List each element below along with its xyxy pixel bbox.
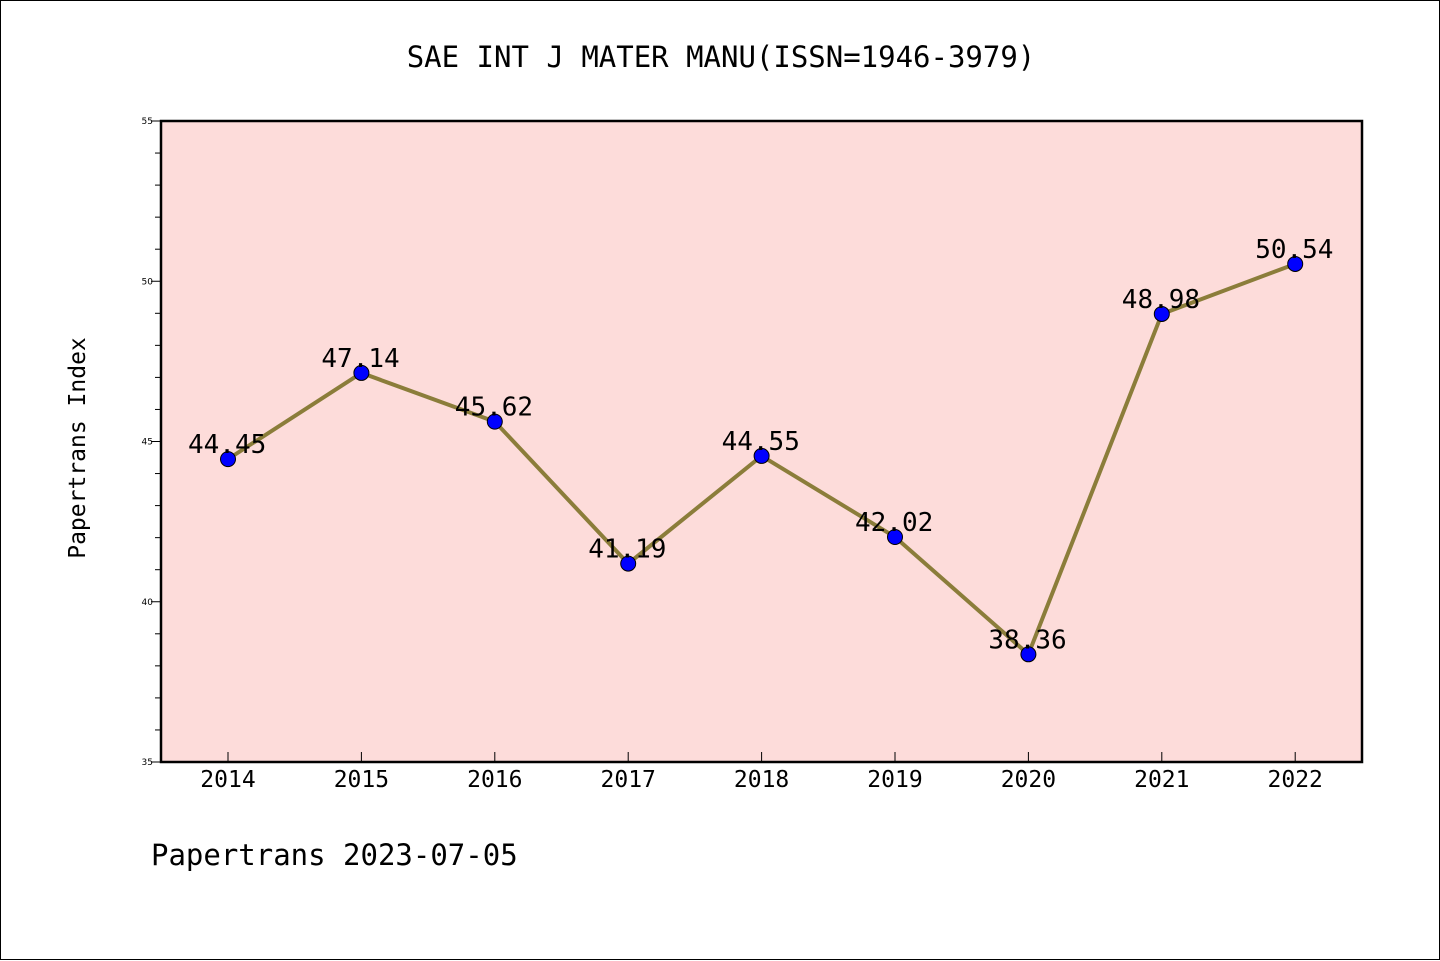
chart-title: SAE INT J MATER MANU(ISSN=1946-3979) (407, 40, 1036, 74)
data-point (887, 529, 903, 546)
data-label: 38.36 (988, 625, 1066, 655)
data-point (620, 555, 637, 572)
data-point (753, 447, 770, 464)
x-tick-label: 2016 (467, 767, 522, 793)
x-tick-label: 2021 (1134, 767, 1189, 793)
x-tick-label: 2015 (334, 767, 389, 793)
data-point (1020, 646, 1037, 663)
series-layer: 44.45 47.14 45.62 41.19 44.55 42.02 38.36 48.98… (188, 235, 1333, 663)
y-tick-label: 50 (142, 277, 154, 287)
data-point (220, 451, 236, 468)
x-tick-label: 2022 (1268, 767, 1323, 793)
data-point (1153, 305, 1170, 322)
data-label: 48.98 (1122, 285, 1200, 315)
data-label: 44.55 (722, 427, 800, 457)
data-label: 50.54 (1255, 235, 1333, 265)
x-tick-label: 2014 (200, 767, 255, 793)
data-label: 47.14 (321, 344, 399, 374)
x-tick-label: 2017 (601, 767, 656, 793)
data-label: 41.19 (588, 535, 666, 565)
y-axis: 35 40 45 50 55 (142, 117, 161, 768)
plot-area (159, 119, 1364, 764)
y-tick-label: 35 (142, 758, 153, 768)
y-axis-label: Papertrans Index (65, 337, 91, 559)
y-tick-label: 55 (142, 117, 153, 127)
data-point (486, 413, 503, 430)
data-label: 45.62 (455, 393, 533, 423)
x-axis: 2014 2015 2016 2017 2018 2019 2020 2021 2022 (200, 752, 1323, 793)
chart-footer: Papertrans 2023-07-05 (151, 838, 518, 872)
data-label: 44.45 (188, 430, 266, 460)
x-tick-label: 2020 (1001, 767, 1056, 793)
x-tick-label: 2019 (867, 767, 922, 793)
data-point (353, 364, 370, 381)
y-tick-label: 40 (142, 598, 154, 608)
y-tick-label: 45 (142, 438, 153, 448)
data-point (1287, 255, 1304, 272)
x-tick-label: 2018 (734, 767, 789, 793)
data-label: 42.02 (855, 508, 933, 538)
